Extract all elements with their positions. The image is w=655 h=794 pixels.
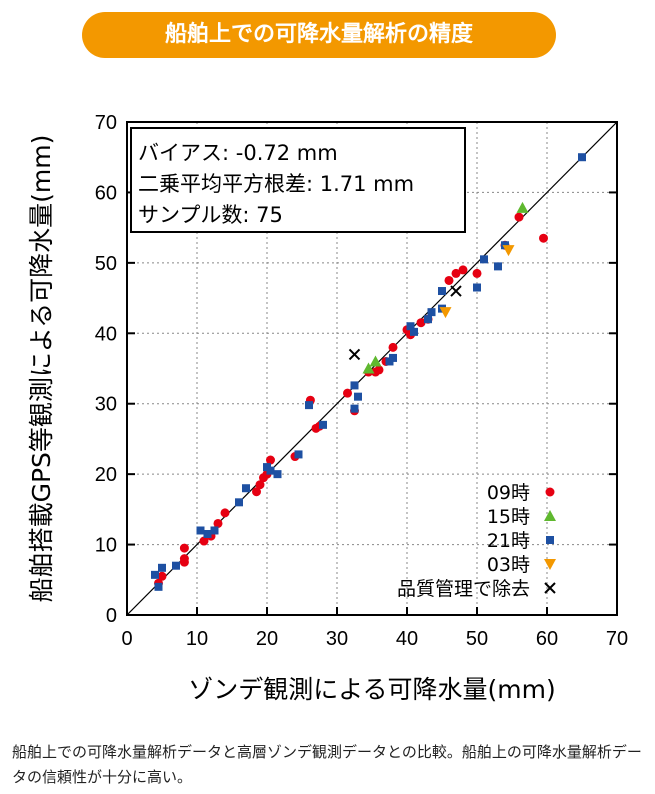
data-point — [388, 342, 398, 352]
data-point — [210, 526, 219, 535]
data-point — [266, 455, 275, 465]
legend-label: 15時 — [487, 506, 530, 528]
data-point — [179, 554, 189, 564]
y-tick-label: 0 — [106, 605, 117, 627]
legend-marker — [544, 559, 556, 570]
data-point — [539, 233, 548, 243]
y-tick-label: 30 — [95, 394, 117, 416]
data-point — [343, 388, 352, 398]
data-point — [410, 327, 418, 336]
legend-marker — [544, 510, 556, 521]
data-point — [514, 212, 524, 222]
data-point — [472, 268, 482, 278]
data-point — [158, 563, 166, 572]
data-point — [362, 362, 375, 374]
y-tick-label: 10 — [95, 535, 117, 557]
data-point — [389, 353, 397, 362]
data-point — [266, 466, 275, 475]
y-axis-label: 船舶搭載GPS等観測による可降水量(mm) — [27, 135, 56, 603]
data-point — [157, 571, 167, 581]
y-tick-label: 40 — [95, 323, 117, 345]
data-point — [416, 318, 426, 328]
data-point — [406, 322, 415, 331]
data-point — [348, 348, 361, 361]
data-point — [255, 480, 265, 490]
data-point — [151, 570, 159, 579]
y-tick-label: 60 — [95, 182, 117, 204]
data-point — [516, 201, 529, 213]
x-tick-label: 30 — [326, 628, 348, 650]
x-tick-label: 10 — [186, 628, 208, 650]
data-point — [196, 526, 205, 535]
data-point — [427, 308, 436, 317]
data-point — [154, 582, 163, 591]
data-point — [199, 536, 209, 546]
data-point — [172, 561, 180, 570]
chart-title: 船舶上での可降水量解析の精度 — [82, 12, 556, 58]
data-point — [235, 498, 243, 507]
data-point — [273, 470, 282, 479]
x-tick-label: 50 — [466, 628, 488, 650]
plot-frame — [126, 121, 618, 616]
data-point — [220, 508, 230, 518]
data-point — [213, 518, 223, 528]
legend-label: 09時 — [487, 482, 530, 504]
data-point — [319, 420, 327, 429]
x-tick-label: 0 — [121, 628, 132, 650]
data-point — [374, 365, 384, 375]
legend-marker — [544, 582, 556, 594]
data-point — [502, 245, 515, 257]
legend-label: 品質管理で除去 — [397, 578, 530, 600]
data-point — [369, 355, 382, 367]
stats-box — [130, 127, 466, 233]
stats-text: バイアス: -0.72 mm — [138, 141, 338, 165]
y-tick-label: 70 — [95, 112, 117, 134]
data-point — [439, 307, 452, 319]
data-point — [354, 392, 362, 401]
legend-label: 03時 — [487, 554, 530, 576]
figure-caption: 船舶上での可降水量解析データと高層ゾンデ観測データとの比較。船舶上の可降水量解析… — [12, 743, 642, 786]
legend-label: 21時 — [487, 530, 530, 552]
data-point — [473, 283, 481, 292]
x-tick-label: 70 — [606, 628, 628, 650]
data-point — [458, 265, 468, 275]
data-point — [305, 401, 313, 410]
data-point — [451, 268, 461, 278]
y-tick-label: 50 — [95, 253, 117, 275]
data-point — [179, 543, 189, 553]
data-point — [424, 315, 432, 324]
x-axis-label: ゾンデ観測による可降水量(mm) — [188, 675, 555, 704]
stats-text: サンプル数: 75 — [138, 203, 283, 227]
x-tick-label: 20 — [256, 628, 278, 650]
data-point — [242, 484, 250, 493]
data-point — [494, 262, 502, 271]
data-point — [350, 404, 359, 413]
stats-text: 二乗平均平方根差: 1.71 mm — [138, 172, 414, 196]
x-tick-label: 40 — [396, 628, 418, 650]
data-point — [480, 255, 488, 264]
data-point — [438, 287, 446, 296]
data-point — [294, 450, 303, 459]
data-point — [203, 530, 212, 539]
legend-marker — [545, 487, 555, 497]
data-point — [578, 153, 586, 162]
data-point — [450, 285, 462, 297]
y-tick-label: 20 — [95, 464, 117, 486]
data-point — [444, 275, 454, 285]
data-point — [252, 487, 261, 497]
legend-marker — [546, 536, 554, 544]
scatter-chart: 0 10 20 30 40 50 60 70 0 10 20 30 40 50 60 70 ゾンデ観測による可降… — [27, 112, 628, 704]
x-tick-label: 60 — [536, 628, 558, 650]
data-point — [350, 381, 359, 390]
